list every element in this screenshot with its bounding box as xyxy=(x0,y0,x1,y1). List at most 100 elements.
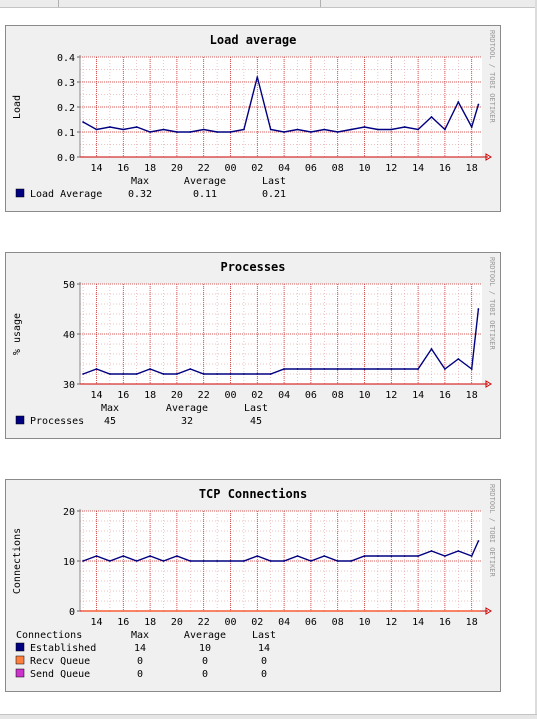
data-point xyxy=(444,610,446,612)
x-tick-label: 04 xyxy=(278,163,290,174)
stat-max: 0 xyxy=(137,669,143,680)
stat-last: 0 xyxy=(261,669,267,680)
x-tick-label: 12 xyxy=(385,163,397,174)
data-point xyxy=(403,126,406,128)
data-point xyxy=(135,373,138,375)
data-point xyxy=(444,555,446,557)
data-point xyxy=(403,610,406,612)
legend-swatch xyxy=(15,655,25,665)
tcp-connections-graph: TCP Connections Connections RRDTOOL / TOBI… xyxy=(5,479,501,692)
stat-max: 14 xyxy=(134,643,146,654)
x-tick-label: 14 xyxy=(412,163,424,174)
data-point xyxy=(95,368,98,370)
x-tick-label: 18 xyxy=(466,617,478,628)
data-point xyxy=(202,560,205,562)
y-tick-label: 20 xyxy=(63,507,75,518)
data-point xyxy=(243,373,245,375)
y-tick-label: 10 xyxy=(63,557,75,568)
data-point xyxy=(243,610,245,612)
chart-title: TCP Connections xyxy=(199,487,307,501)
x-tick-label: 14 xyxy=(90,163,102,174)
data-point xyxy=(229,560,232,562)
data-point xyxy=(162,373,165,375)
data-point xyxy=(470,555,473,557)
data-point xyxy=(363,610,366,612)
data-point xyxy=(135,126,138,128)
data-point xyxy=(377,368,379,370)
data-point xyxy=(122,610,125,612)
y-tick-label: 30 xyxy=(63,380,75,391)
data-point xyxy=(363,126,366,128)
data-point xyxy=(430,116,433,118)
data-point xyxy=(377,610,379,612)
data-point xyxy=(109,560,111,562)
legend-title: Connections xyxy=(16,630,82,641)
data-point xyxy=(296,610,299,612)
data-point xyxy=(390,555,393,557)
data-point xyxy=(457,550,460,552)
y-tick-label: 0.3 xyxy=(57,78,75,89)
data-point xyxy=(269,373,272,375)
data-point xyxy=(430,348,433,350)
x-tick-label: 10 xyxy=(358,163,370,174)
stat-header-last: Last xyxy=(262,176,286,187)
data-point xyxy=(256,610,259,612)
data-point xyxy=(95,610,98,612)
x-tick-label: 22 xyxy=(198,617,210,628)
data-point xyxy=(216,373,219,375)
data-point xyxy=(109,610,111,612)
data-point xyxy=(95,128,98,131)
data-point xyxy=(470,126,473,128)
legend-label: Send Queue xyxy=(30,669,90,680)
x-axis-arrow xyxy=(485,380,492,388)
data-point xyxy=(417,128,419,131)
x-tick-label: 00 xyxy=(224,390,236,401)
data-point xyxy=(477,610,480,612)
data-point xyxy=(269,128,272,131)
data-point xyxy=(296,368,299,370)
stat-last: 45 xyxy=(250,416,262,427)
rrdtool-watermark: RRDTOOL / TOBI OETIKER xyxy=(488,484,496,578)
rrdtool-watermark: RRDTOOL / TOBI OETIKER xyxy=(488,30,496,124)
x-tick-label: 16 xyxy=(439,617,451,628)
data-point xyxy=(350,128,352,131)
data-point xyxy=(403,368,406,370)
x-tick-label: 20 xyxy=(171,390,183,401)
data-point xyxy=(470,368,473,370)
x-tick-label: 14 xyxy=(90,617,102,628)
stat-header-max: Max xyxy=(101,403,119,414)
stat-average: 10 xyxy=(199,643,211,654)
data-point xyxy=(149,368,152,370)
data-point xyxy=(417,555,419,557)
y-axis-label: Load xyxy=(12,95,23,119)
data-point xyxy=(109,373,111,375)
stat-average: 0.11 xyxy=(193,189,217,200)
data-point xyxy=(417,610,419,612)
stat-max: 0.32 xyxy=(128,189,152,200)
x-axis-arrow xyxy=(485,153,492,161)
stat-header-average: Average xyxy=(184,176,226,187)
chart-title: Processes xyxy=(220,260,285,274)
data-point xyxy=(269,610,272,612)
stat-average: 0 xyxy=(202,656,208,667)
data-point xyxy=(350,560,352,562)
x-tick-label: 06 xyxy=(305,163,317,174)
data-point xyxy=(202,128,205,131)
x-tick-label: 16 xyxy=(117,390,129,401)
x-tick-label: 16 xyxy=(117,163,129,174)
data-point xyxy=(256,76,259,78)
x-tick-label: 18 xyxy=(144,390,156,401)
x-tick-label: 16 xyxy=(439,163,451,174)
data-point xyxy=(310,560,312,562)
data-point xyxy=(390,610,393,612)
data-point xyxy=(256,555,259,557)
data-point xyxy=(135,560,138,562)
legend-swatch xyxy=(15,415,25,425)
x-tick-label: 00 xyxy=(224,163,236,174)
legend-swatch xyxy=(15,668,25,678)
data-point xyxy=(363,368,366,370)
stat-header-max: Max xyxy=(131,176,149,187)
data-point xyxy=(256,373,259,375)
data-point xyxy=(82,373,84,375)
x-tick-label: 08 xyxy=(332,163,344,174)
